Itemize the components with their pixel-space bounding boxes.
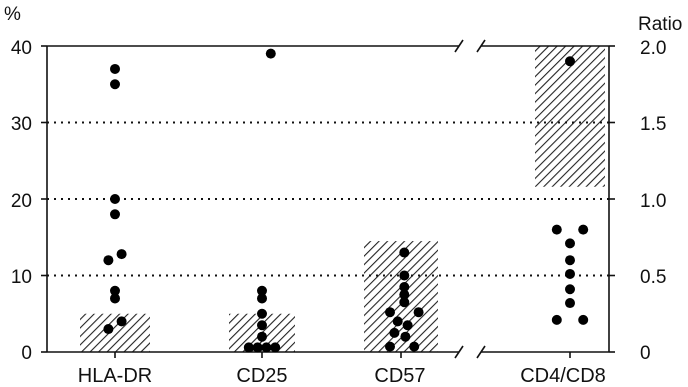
normal-range-hla-dr [80, 313, 150, 352]
point-cd57-7 [413, 307, 424, 318]
left-axis-label: % [4, 4, 21, 25]
point-hla-dr-5 [116, 249, 127, 260]
point-cd57-2 [399, 270, 410, 281]
point-cd57-11 [400, 331, 411, 342]
left-tick-20: 20 [11, 191, 32, 212]
point-cd4-cd8-8 [565, 298, 575, 309]
point-cd25-9 [261, 342, 272, 353]
point-cd57-5 [399, 297, 410, 308]
left-tick-10: 10 [11, 267, 32, 288]
point-hla-dr-2 [110, 79, 120, 90]
axis-break-bottom-1 [454, 345, 464, 359]
normal-range-cd4-cd8 [535, 46, 605, 187]
right-tick-1.5: 1.5 [640, 114, 666, 135]
category-label-cd57: CD57 [374, 365, 425, 387]
point-cd4-cd8-10 [578, 314, 589, 325]
point-hla-dr-1 [110, 63, 120, 74]
left-tick-40: 40 [11, 38, 32, 59]
point-cd25-2 [257, 285, 267, 296]
point-cd57-4 [399, 289, 410, 300]
point-hla-dr-9 [116, 316, 127, 327]
point-cd25-5 [257, 320, 267, 331]
normal-range-layer [80, 46, 605, 352]
point-cd25-4 [257, 308, 267, 319]
point-cd25-6 [257, 331, 267, 342]
axis-break-bottom-2 [476, 345, 486, 359]
category-label-cd25: CD25 [236, 365, 287, 387]
category-label-cd4-cd8: CD4/CD8 [520, 365, 606, 387]
point-cd25-3 [257, 293, 267, 304]
point-cd57-6 [385, 307, 395, 318]
point-hla-dr-8 [110, 293, 120, 304]
point-cd4-cd8-5 [565, 255, 575, 266]
point-cd25-10 [270, 342, 281, 353]
point-cd57-12 [385, 341, 395, 352]
point-cd57-10 [389, 327, 400, 338]
point-cd57-8 [392, 316, 403, 327]
point-cd25-7 [243, 342, 254, 353]
left-tick-30: 30 [11, 114, 32, 135]
point-cd57-3 [399, 281, 410, 292]
point-cd57-13 [409, 341, 420, 352]
point-cd57-9 [402, 320, 413, 331]
data-points [103, 48, 589, 353]
point-cd4-cd8-2 [551, 224, 562, 235]
right-tick-0.5: 0.5 [640, 267, 666, 288]
gridlines [47, 121, 609, 277]
point-cd57-1 [399, 247, 410, 258]
point-cd25-8 [252, 342, 263, 353]
right-tick-0: 0 [640, 343, 651, 364]
right-tick-2.0: 2.0 [640, 38, 666, 59]
point-cd25-1 [265, 48, 276, 59]
point-hla-dr-6 [103, 255, 114, 266]
point-hla-dr-10 [103, 324, 114, 335]
point-cd4-cd8-3 [578, 224, 589, 235]
point-cd4-cd8-4 [565, 238, 575, 249]
axis-break-top-1 [454, 39, 464, 53]
right-tick-1.0: 1.0 [640, 191, 666, 212]
point-cd4-cd8-1 [565, 56, 575, 67]
right-axis-label: Ratio [638, 14, 682, 35]
axis-break-top-2 [476, 39, 486, 53]
left-tick-0: 0 [21, 343, 32, 364]
point-hla-dr-3 [110, 194, 120, 204]
point-cd4-cd8-9 [551, 314, 562, 325]
point-cd4-cd8-7 [565, 284, 575, 295]
plot-frame [41, 39, 615, 359]
point-cd4-cd8-6 [565, 268, 575, 279]
point-hla-dr-7 [110, 285, 120, 296]
category-label-hla-dr: HLA-DR [78, 365, 152, 387]
point-hla-dr-4 [110, 209, 120, 220]
